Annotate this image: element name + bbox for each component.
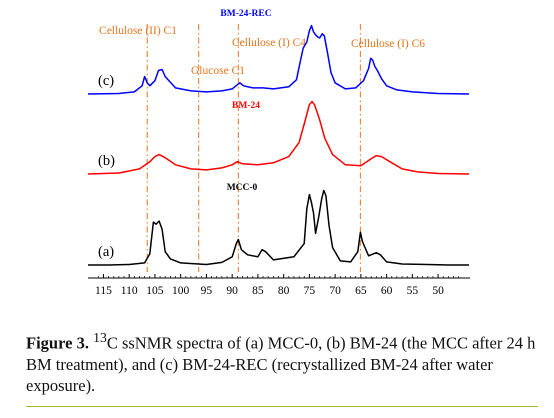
trace-letter-label: (a) — [98, 244, 114, 260]
x-tick-label: 75 — [304, 285, 316, 297]
reference-lines: Cellulose (II) C1 Glucose C1 Cellulose (I)… — [99, 24, 425, 272]
x-tick-label: 50 — [432, 285, 444, 297]
reference-label: Cellulose (II) C1 — [99, 25, 177, 37]
trace-title: BM-24 — [232, 101, 260, 111]
x-tick-label: 65 — [355, 285, 367, 297]
x-tick-label: 115 — [95, 285, 112, 297]
spectrum-trace-bm-24 — [87, 100, 470, 175]
x-tick-label: 80 — [278, 285, 290, 297]
trace-title: MCC-0 — [227, 183, 258, 193]
nmr-figure: Cellulose (II) C1 Glucose C1 Cellulose (I)… — [87, 9, 470, 297]
x-axis: 1151101051009590858075706560555013C chem… — [88, 274, 470, 297]
spectrum-trace-mcc-0 — [88, 189, 469, 266]
x-tick-label: 60 — [381, 285, 393, 297]
caption-isotope-superscript: 13 — [93, 330, 107, 345]
x-tick-label: 55 — [407, 285, 419, 297]
nmr-spectra-chart: Cellulose (II) C1 Glucose C1 Cellulose (I)… — [87, 9, 470, 297]
trace-letter-label: (b) — [98, 153, 115, 169]
trace-letter-label: (c) — [98, 73, 114, 89]
caption-divider — [26, 406, 538, 407]
x-tick-label: 70 — [329, 285, 341, 297]
x-tick-label: 105 — [146, 285, 164, 297]
spectrum-trace-bm-24-rec — [87, 24, 470, 95]
reference-label: Cellulose (I) C6 — [351, 38, 425, 50]
figure-caption: Figure 3. 13C ssNMR spectra of (a) MCC-0… — [26, 327, 546, 396]
x-tick-label: 100 — [172, 285, 190, 297]
x-tick-label: 110 — [121, 285, 138, 297]
trace-title: BM-24-REC — [220, 9, 271, 19]
reference-label: Cellulose (I) C4 — [232, 37, 306, 49]
x-tick-label: 95 — [201, 285, 213, 297]
reference-label: Glucose C1 — [191, 65, 245, 77]
chart-labels: (a) (b) (c) BM-24-REC BM-24 MCC-0 — [98, 9, 272, 260]
caption-text: C ssNMR spectra of (a) MCC-0, (b) BM-24 … — [26, 333, 536, 395]
spectra-traces — [87, 24, 470, 266]
x-tick-label: 90 — [226, 285, 238, 297]
figure-label: Figure 3. — [26, 333, 89, 353]
x-tick-label: 85 — [252, 285, 264, 297]
